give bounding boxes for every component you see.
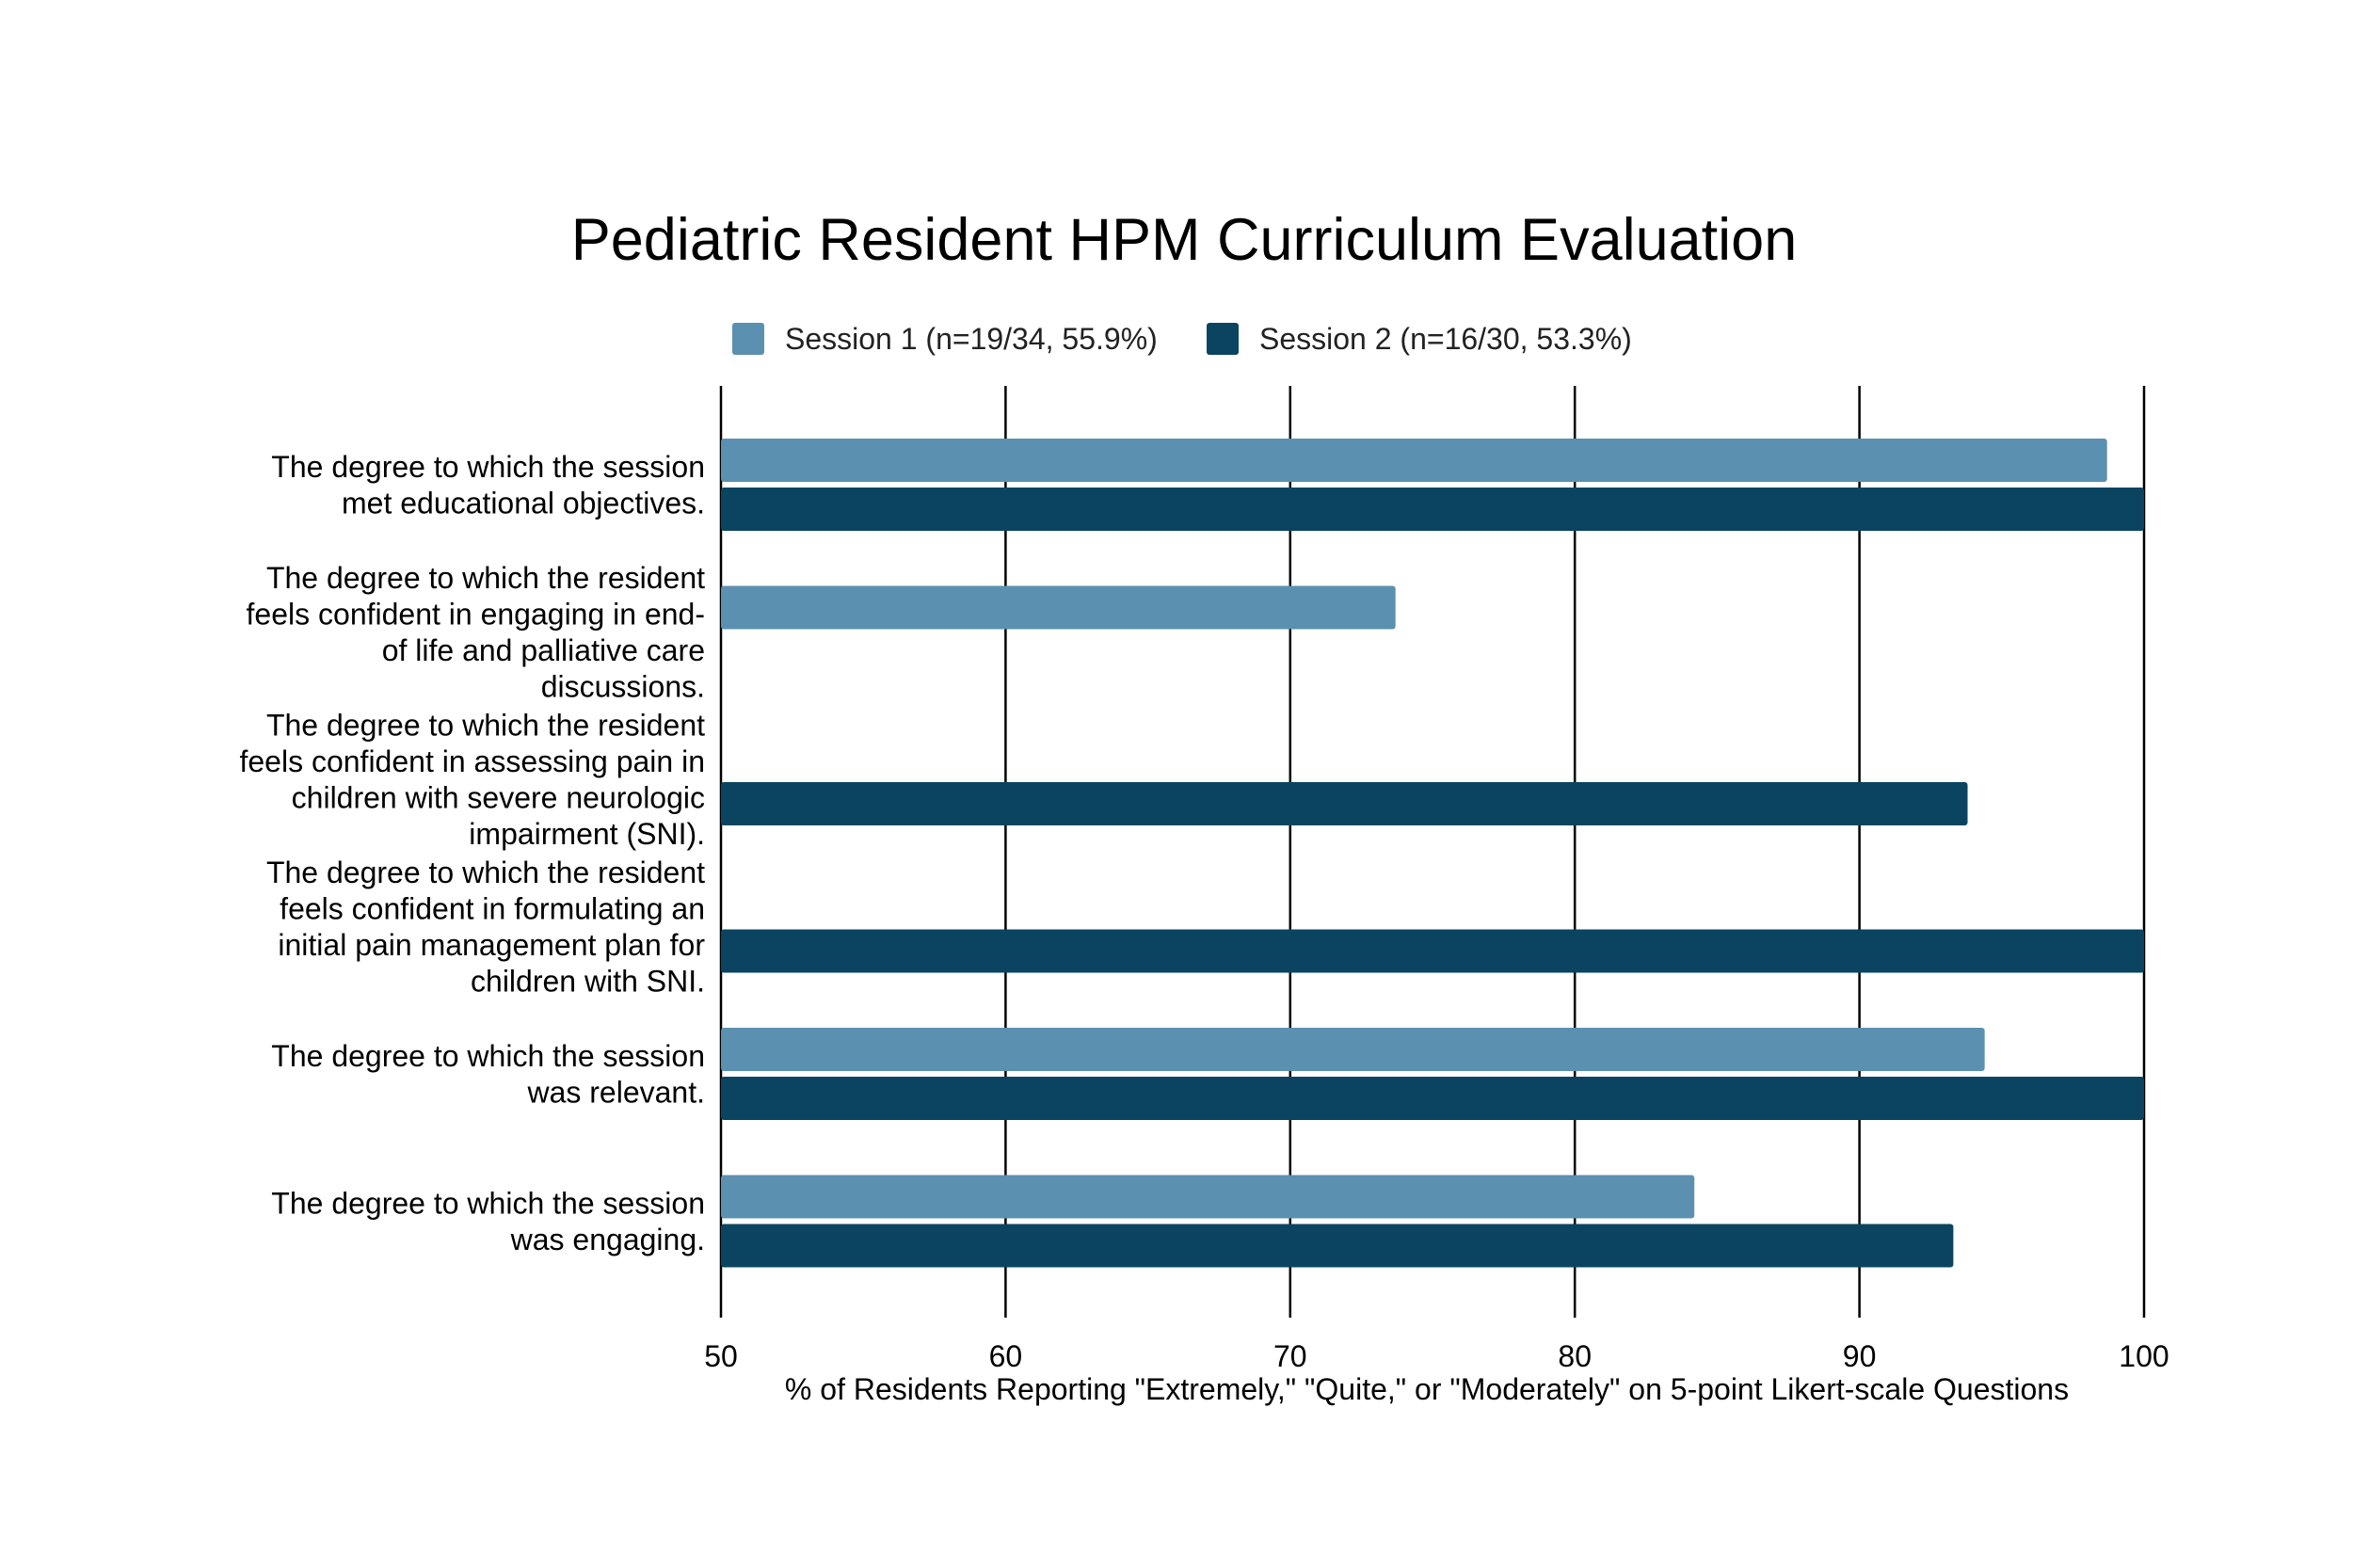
gridlines (719, 386, 2146, 1318)
legend-label-2: Session 2 (n=16/30, 53.3%) (1259, 322, 1632, 356)
bar-series2-cat5 (721, 1077, 2144, 1120)
category-label-line: feels confident in formulating an (280, 891, 705, 925)
bar-series1-cat5 (721, 1028, 1985, 1071)
category-label-line: discussions. (541, 669, 705, 703)
category-label-line: The degree to which the resident (266, 561, 705, 595)
bar-series2-cat6 (721, 1224, 1954, 1268)
category-label-line: was relevant. (526, 1075, 705, 1109)
category-label-line: The degree to which the resident (266, 856, 705, 889)
bar-series2-cat3 (721, 782, 1968, 825)
x-tick-label: 100 (2119, 1339, 2169, 1373)
category-label-3: The degree to which the resident feels co… (239, 708, 705, 851)
category-label-5: The degree to which the session was relev… (271, 1039, 705, 1110)
category-label-2: The degree to which the resident feels co… (247, 561, 706, 704)
category-label-line: The degree to which the session (271, 1039, 705, 1073)
bar-series1-cat6 (721, 1175, 1695, 1219)
x-tick-label: 70 (1273, 1339, 1307, 1373)
chart-title: Pediatric Resident HPM Curriculum Evalua… (571, 207, 1798, 273)
category-label-1: The degree to which the session met educa… (271, 450, 705, 520)
category-label-line: met educational objectives. (342, 486, 705, 520)
category-label-line: The degree to which the session (271, 450, 705, 484)
category-label-6: The degree to which the session was engag… (271, 1186, 705, 1256)
x-tick-label: 90 (1843, 1339, 1877, 1373)
legend-swatch-2 (1207, 323, 1239, 355)
x-tick-label: 60 (989, 1339, 1023, 1373)
legend-swatch-1 (732, 323, 764, 355)
category-label-line: The degree to which the session (271, 1186, 705, 1220)
legend-label-1: Session 1 (n=19/34, 55.9%) (785, 322, 1158, 356)
bar-series2-cat4 (721, 929, 2144, 973)
category-label-line: children with SNI. (471, 964, 705, 998)
legend: Session 1 (n=19/34, 55.9%) Session 2 (n=1… (732, 322, 1632, 356)
category-label-line: feels confident in assessing pain in (239, 744, 705, 778)
category-label-4: The degree to which the resident feels co… (266, 856, 705, 999)
bars (721, 439, 2144, 1268)
category-label-line: was engaging. (510, 1223, 705, 1256)
category-label-line: impairment (SNI). (469, 817, 705, 851)
x-tick-label: 80 (1558, 1339, 1592, 1373)
category-label-line: The degree to which the resident (266, 708, 705, 742)
bar-series2-cat1 (721, 488, 2144, 531)
bar-series1-cat1 (721, 439, 2107, 482)
category-label-line: children with severe neurologic (292, 780, 705, 814)
category-label-line: of life and palliative care (382, 633, 705, 667)
category-label-line: feels confident in engaging in end- (247, 597, 705, 631)
x-tick-labels: 50 60 70 80 90 100 (704, 1339, 2169, 1373)
x-tick-label: 50 (704, 1339, 738, 1373)
bar-series1-cat2 (721, 585, 1396, 630)
category-label-line: initial pain management plan for (278, 928, 705, 962)
x-axis-label: % of Residents Reporting "Extremely," "Q… (785, 1372, 2069, 1406)
category-labels: The degree to which the session met educa… (239, 450, 705, 1256)
